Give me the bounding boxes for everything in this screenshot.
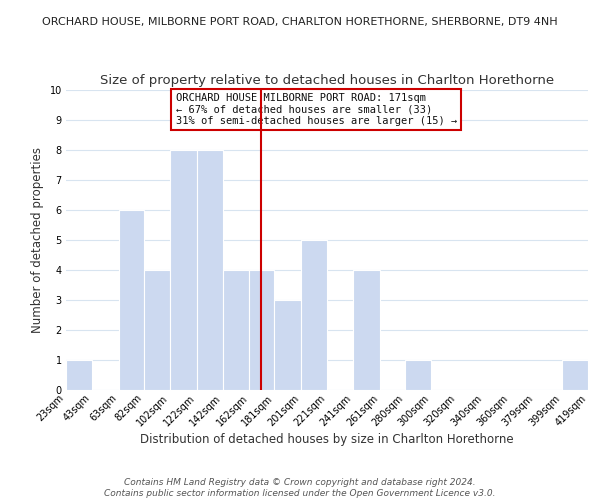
Bar xyxy=(144,270,170,390)
Bar xyxy=(223,270,249,390)
Bar xyxy=(405,360,431,390)
Bar xyxy=(353,270,380,390)
Bar xyxy=(249,270,274,390)
Bar xyxy=(562,360,588,390)
Bar xyxy=(170,150,197,390)
Y-axis label: Number of detached properties: Number of detached properties xyxy=(31,147,44,333)
Bar xyxy=(197,150,223,390)
Bar xyxy=(301,240,327,390)
Text: ORCHARD HOUSE, MILBORNE PORT ROAD, CHARLTON HORETHORNE, SHERBORNE, DT9 4NH: ORCHARD HOUSE, MILBORNE PORT ROAD, CHARL… xyxy=(42,18,558,28)
X-axis label: Distribution of detached houses by size in Charlton Horethorne: Distribution of detached houses by size … xyxy=(140,433,514,446)
Bar xyxy=(274,300,301,390)
Text: Contains HM Land Registry data © Crown copyright and database right 2024.
Contai: Contains HM Land Registry data © Crown c… xyxy=(104,478,496,498)
Title: Size of property relative to detached houses in Charlton Horethorne: Size of property relative to detached ho… xyxy=(100,74,554,88)
Bar xyxy=(119,210,144,390)
Bar xyxy=(66,360,92,390)
Text: ORCHARD HOUSE MILBORNE PORT ROAD: 171sqm
← 67% of detached houses are smaller (3: ORCHARD HOUSE MILBORNE PORT ROAD: 171sqm… xyxy=(176,93,457,126)
